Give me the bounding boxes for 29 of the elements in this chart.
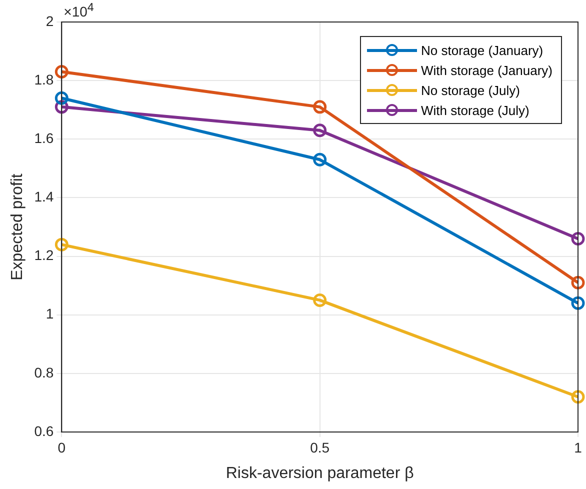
point — [313, 124, 327, 138]
legend-label: No storage (July) — [421, 82, 520, 98]
y-tick-label: 1 — [46, 306, 54, 322]
x-axis-title: Risk-aversion parameter β — [226, 464, 414, 482]
y-tick-label: 1.6 — [34, 130, 54, 146]
point — [571, 232, 585, 246]
point — [313, 152, 327, 166]
point — [54, 238, 68, 252]
legend-label: With storage (January) — [421, 62, 552, 78]
point — [54, 65, 68, 79]
y-tick-label: 2 — [46, 12, 54, 29]
y-tick-label: 0.8 — [34, 364, 54, 380]
point — [54, 91, 68, 105]
y-tick-label: 0.6 — [34, 422, 54, 439]
x-tick-label: 1 — [574, 439, 582, 456]
text: ×10$^{4}$ — [64, 1, 94, 20]
y-tick-label: 1.2 — [34, 247, 54, 264]
point — [313, 100, 327, 114]
y-tick-label: 1.4 — [34, 188, 54, 205]
point — [313, 293, 327, 307]
legend-label: With storage (July) — [421, 102, 530, 118]
y-tick-label: 1.8 — [34, 71, 54, 88]
legend-label: No storage (January) — [421, 42, 544, 58]
point — [571, 296, 585, 310]
point — [571, 276, 585, 290]
point — [571, 390, 585, 404]
x-tick-label: 0.5 — [310, 439, 330, 456]
x-tick-label: 0 — [58, 439, 66, 456]
y-axis-title: Expected profit — [9, 173, 26, 280]
